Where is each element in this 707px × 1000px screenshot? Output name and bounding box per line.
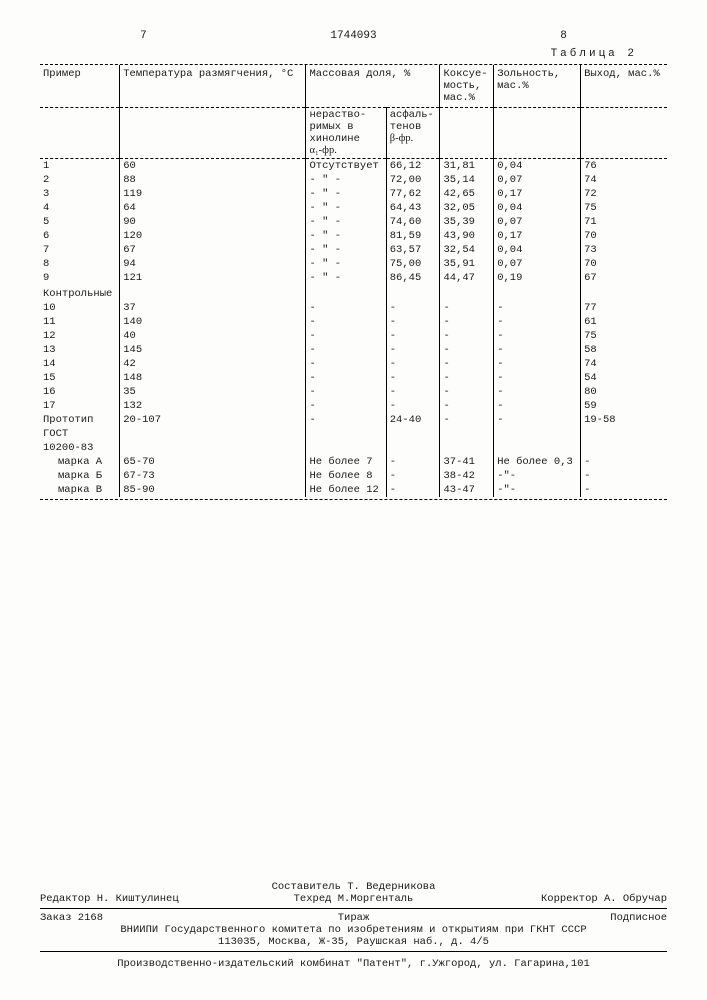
col-yield: Выход, мас.% bbox=[581, 65, 667, 108]
col-asphaltene: асфаль- тенов β-фр. bbox=[386, 108, 440, 159]
table-row: 590- " -74,6035,390,0771 bbox=[40, 215, 667, 229]
table-label: Таблица 2 bbox=[40, 48, 667, 60]
page-header: 7 1744093 8 bbox=[40, 30, 667, 42]
org-line1: ВНИИПИ Государственного комитета по изоб… bbox=[40, 924, 667, 936]
table-row: 3119- " -77,6242,650,1772 bbox=[40, 187, 667, 201]
table-row: 1442----74 bbox=[40, 357, 667, 371]
col-massfrac: Массовая доля, % bbox=[306, 65, 440, 108]
page-right: 8 bbox=[460, 30, 667, 42]
table-row: Прототип20-107-24-40--19-58 bbox=[40, 413, 667, 427]
table-row: 11140----61 bbox=[40, 315, 667, 329]
footer: Составитель Т. Ведерникова Редактор Н. К… bbox=[40, 881, 667, 970]
org-line2: 113035, Москва, Ж-35, Раушская наб., д. … bbox=[40, 936, 667, 948]
order: Заказ 2168 bbox=[40, 912, 249, 924]
compiler: Составитель Т. Ведерникова bbox=[40, 881, 667, 893]
bottom-line: Производственно-издательский комбинат "П… bbox=[40, 958, 667, 970]
table-row: марка А 65-70 Не более 7 - 37-41 Не боле… bbox=[40, 455, 667, 469]
doc-number: 1744093 bbox=[250, 30, 457, 42]
control-label-row: Контрольные bbox=[40, 285, 667, 301]
data-table: Пример Температура размягчения, °С Массо… bbox=[40, 65, 667, 497]
table-row: 13145----58 bbox=[40, 343, 667, 357]
table-row: 160Отсутствует66,1231,810,0476 bbox=[40, 159, 667, 174]
subscript: Подписное bbox=[458, 912, 667, 924]
table-row: 15148----54 bbox=[40, 371, 667, 385]
gost-label-row: ГОСТ bbox=[40, 427, 667, 441]
tirage: Тираж bbox=[249, 912, 458, 924]
gost-num-row: 10200-83 bbox=[40, 441, 667, 455]
table-row: 288- " -72,0035,140,0774 bbox=[40, 173, 667, 187]
divider bbox=[40, 499, 667, 500]
table-row: 9121- " -86,4544,470,1967 bbox=[40, 271, 667, 285]
table-row: 464- " -64,4332,050,0475 bbox=[40, 201, 667, 215]
table-row: 767- " -63,5732,540,0473 bbox=[40, 243, 667, 257]
col-coke: Коксуе-мость,мас.% bbox=[440, 65, 494, 108]
col-example: Пример bbox=[40, 65, 120, 108]
col-ash: Зольность,мас.% bbox=[494, 65, 581, 108]
page-left: 7 bbox=[40, 30, 247, 42]
table-row: 6120- " -81,5943,900,1770 bbox=[40, 229, 667, 243]
table-row: 1037----77 bbox=[40, 301, 667, 315]
editor: Редактор Н. Киштулинец bbox=[40, 893, 249, 905]
table-row: 1240----75 bbox=[40, 329, 667, 343]
table-row: 1635----80 bbox=[40, 385, 667, 399]
table-row: марка В 85-90 Не более 12 - 43-47 -"- - bbox=[40, 483, 667, 497]
col-temp: Температура размягчения, °С bbox=[120, 65, 306, 108]
col-quinoline: нераство- римых в хинолине α₁-фр. bbox=[306, 108, 386, 159]
corrector: Корректор А. Обручар bbox=[458, 893, 667, 905]
table-row: 894- " -75,0035,910,0770 bbox=[40, 257, 667, 271]
table-row: 17132----59 bbox=[40, 399, 667, 413]
techred: Техред М.Моргенталь bbox=[249, 893, 458, 905]
table-row: марка Б 67-73 Не более 8 - 38-42 -"- - bbox=[40, 469, 667, 483]
